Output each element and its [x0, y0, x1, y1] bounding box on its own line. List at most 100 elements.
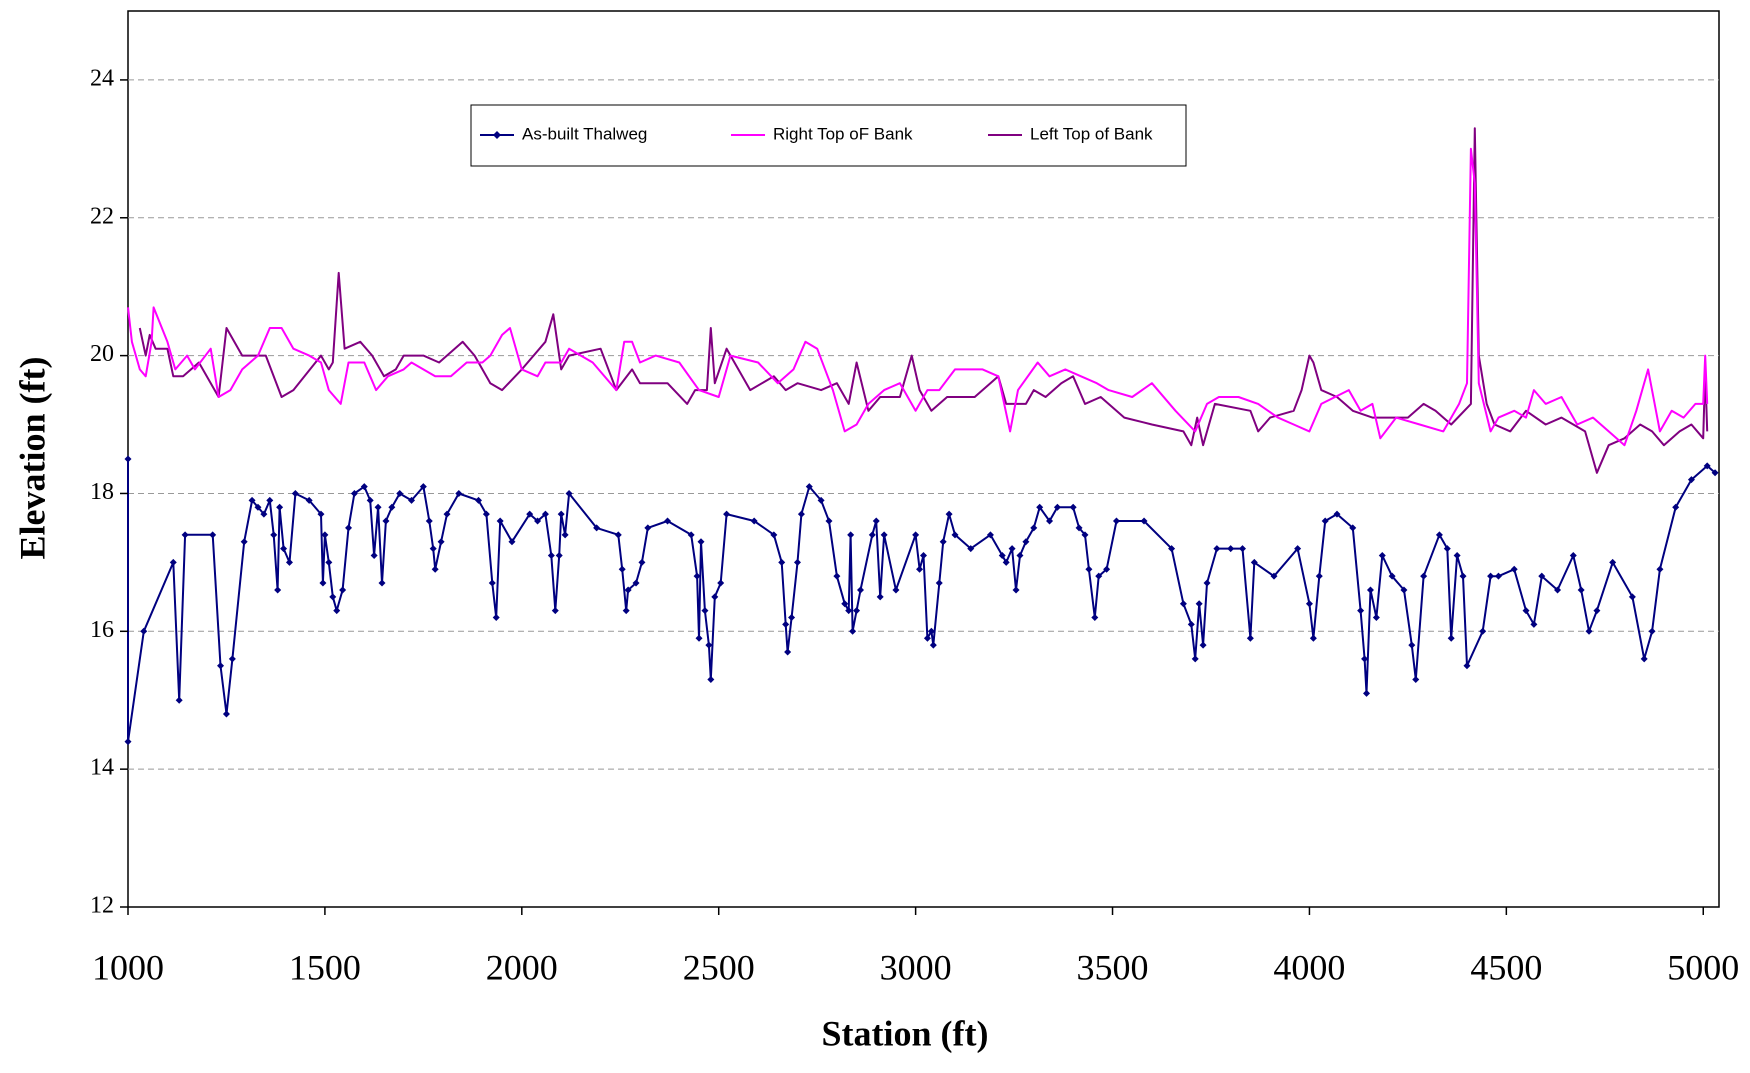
marker: [534, 517, 542, 525]
marker: [856, 586, 864, 594]
marker: [1412, 676, 1420, 684]
marker: [1321, 517, 1329, 525]
marker: [707, 676, 715, 684]
marker: [632, 579, 640, 587]
marker: [541, 510, 549, 518]
marker: [124, 455, 132, 463]
marker: [474, 496, 482, 504]
marker: [1053, 503, 1061, 511]
marker: [793, 558, 801, 566]
marker: [1378, 551, 1386, 559]
marker: [321, 531, 329, 539]
marker: [217, 662, 225, 670]
grid: [128, 79, 1719, 770]
x-axis-title: Station (ft): [822, 1013, 989, 1053]
marker: [1522, 607, 1530, 615]
marker: [1250, 558, 1258, 566]
marker: [280, 545, 288, 553]
marker: [254, 503, 262, 511]
marker: [778, 558, 786, 566]
marker: [833, 572, 841, 580]
line: [138, 127, 1709, 474]
marker: [1554, 586, 1562, 594]
y-tick-label: 24: [90, 65, 114, 91]
marker: [1270, 572, 1278, 580]
y-tick-label: 12: [90, 893, 114, 919]
marker: [396, 489, 404, 497]
marker: [644, 524, 652, 532]
y-tick-label: 20: [90, 341, 114, 367]
marker: [1179, 600, 1187, 608]
marker: [1168, 545, 1176, 553]
marker: [1711, 469, 1719, 477]
marker: [935, 579, 943, 587]
marker: [868, 531, 876, 539]
marker: [181, 531, 189, 539]
marker: [329, 593, 337, 601]
marker: [1333, 510, 1341, 518]
marker: [1195, 600, 1203, 608]
marker: [382, 517, 390, 525]
marker: [1361, 655, 1369, 663]
marker: [770, 531, 778, 539]
marker: [1095, 572, 1103, 580]
marker: [1357, 607, 1365, 615]
marker: [370, 551, 378, 559]
marker: [305, 496, 313, 504]
marker: [1238, 545, 1246, 553]
marker: [788, 614, 796, 622]
legend-label: As-built Thalweg: [522, 124, 647, 143]
marker: [1388, 572, 1396, 580]
marker: [1372, 614, 1380, 622]
marker: [317, 510, 325, 518]
legend: As-built Thalweg Right Top oF Bank Left To…: [470, 104, 1187, 167]
legend-label: Left Top of Bank: [1030, 124, 1153, 143]
line: [127, 147, 1709, 447]
marker: [817, 496, 825, 504]
marker: [248, 496, 256, 504]
marker: [1203, 579, 1211, 587]
marker: [986, 531, 994, 539]
marker: [1672, 503, 1680, 511]
marker: [618, 565, 626, 573]
marker: [555, 551, 563, 559]
marker: [1081, 531, 1089, 539]
marker: [1435, 531, 1443, 539]
marker: [849, 627, 857, 635]
marker: [1569, 551, 1577, 559]
marker: [892, 586, 900, 594]
legend-marker: [493, 131, 501, 139]
marker: [723, 510, 731, 518]
marker: [717, 579, 725, 587]
marker: [388, 503, 396, 511]
marker: [492, 614, 500, 622]
marker: [845, 607, 853, 615]
marker: [1022, 538, 1030, 546]
marker: [1640, 655, 1648, 663]
marker: [945, 510, 953, 518]
marker: [1420, 572, 1428, 580]
marker: [455, 489, 463, 497]
x-tick-label: 4500: [1470, 947, 1542, 987]
marker: [274, 586, 282, 594]
marker: [1030, 524, 1038, 532]
marker: [1463, 662, 1471, 670]
marker: [1246, 634, 1254, 642]
marker: [240, 538, 248, 546]
marker: [431, 565, 439, 573]
marker: [319, 579, 327, 587]
marker: [169, 558, 177, 566]
marker: [687, 531, 695, 539]
marker: [1656, 565, 1664, 573]
marker: [1016, 551, 1024, 559]
marker: [705, 641, 713, 649]
marker: [1309, 634, 1317, 642]
ticks: 12 14 16 18 20 22 24 1000 1500 2000 2500 3000 3500 40…: [90, 65, 1739, 987]
marker: [1046, 517, 1054, 525]
marker: [912, 531, 920, 539]
x-tick-label: 3000: [880, 947, 952, 987]
marker: [378, 579, 386, 587]
y-axis-title: Elevation (ft): [12, 357, 52, 560]
marker: [140, 627, 148, 635]
